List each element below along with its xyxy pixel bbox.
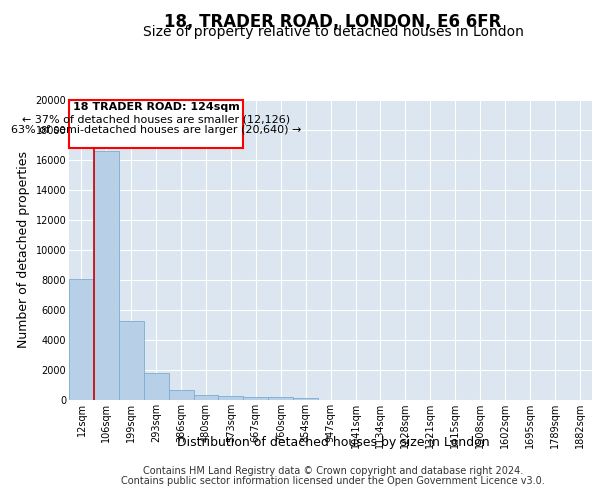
Bar — [144, 373, 169, 400]
Y-axis label: Number of detached properties: Number of detached properties — [17, 152, 30, 348]
Text: 63% of semi-detached houses are larger (20,640) →: 63% of semi-detached houses are larger (… — [11, 125, 301, 135]
Text: Size of property relative to detached houses in London: Size of property relative to detached ho… — [143, 25, 523, 39]
Bar — [119, 320, 144, 400]
Text: ← 37% of detached houses are smaller (12,126): ← 37% of detached houses are smaller (12… — [22, 114, 290, 124]
Text: Contains public sector information licensed under the Open Government Licence v3: Contains public sector information licen… — [121, 476, 545, 486]
Text: Distribution of detached houses by size in London: Distribution of detached houses by size … — [176, 436, 490, 449]
Text: Contains HM Land Registry data © Crown copyright and database right 2024.: Contains HM Land Registry data © Crown c… — [143, 466, 523, 476]
Text: 18 TRADER ROAD: 124sqm: 18 TRADER ROAD: 124sqm — [73, 102, 239, 113]
Bar — [69, 278, 94, 400]
Bar — [194, 395, 218, 400]
Bar — [244, 397, 268, 400]
Bar — [218, 396, 244, 400]
Bar — [94, 151, 119, 400]
Text: 18, TRADER ROAD, LONDON, E6 6FR: 18, TRADER ROAD, LONDON, E6 6FR — [164, 12, 502, 30]
Bar — [268, 397, 293, 400]
Bar — [293, 398, 318, 400]
Bar — [169, 390, 194, 400]
